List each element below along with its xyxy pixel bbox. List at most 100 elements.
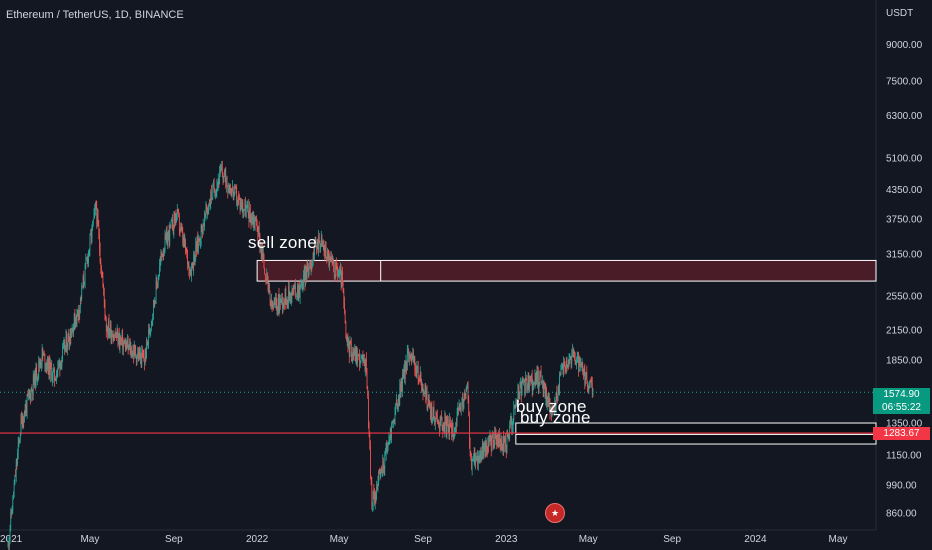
countdown-value: 06:55:22 — [882, 402, 921, 413]
candle-body — [75, 319, 76, 327]
candle-body — [182, 230, 184, 242]
candle-body — [367, 388, 369, 397]
candle-body — [592, 388, 594, 394]
candle-body — [417, 366, 418, 368]
candle-body — [252, 215, 254, 224]
candle-body — [115, 333, 117, 336]
candle-body — [284, 299, 285, 303]
candle-body — [456, 422, 457, 426]
candle-body — [42, 349, 44, 356]
candle-body — [268, 284, 270, 290]
candle-body — [495, 433, 497, 440]
candle-body — [71, 327, 73, 333]
candle-body — [392, 421, 394, 423]
candle-body — [412, 352, 414, 356]
candle-body — [262, 254, 264, 258]
candle-body — [161, 254, 162, 255]
candle-body — [139, 351, 141, 359]
candle-body — [176, 208, 178, 214]
candle-body — [327, 251, 329, 255]
candle-body — [118, 333, 120, 347]
candle-body — [209, 205, 210, 207]
candle-body — [178, 215, 180, 230]
candle-body — [262, 249, 263, 258]
candle-body — [92, 219, 94, 222]
candle-body — [63, 342, 65, 345]
candle-body — [315, 241, 317, 247]
candle-body — [53, 367, 55, 371]
candle-body — [87, 257, 89, 263]
candle-body — [134, 346, 136, 350]
candle-body — [546, 402, 548, 405]
candle-body — [407, 350, 409, 352]
candle-body — [74, 314, 76, 327]
candle-body — [24, 410, 26, 414]
candle-body — [531, 375, 533, 391]
candle-body — [30, 392, 31, 400]
candle-body — [535, 373, 536, 385]
candle-body — [24, 410, 25, 423]
candle-body — [523, 379, 525, 381]
candle-body — [239, 199, 240, 200]
candle-body — [203, 224, 205, 227]
candle-body — [345, 323, 347, 336]
candle-body — [202, 225, 203, 234]
candle-body — [511, 418, 513, 429]
candle-body — [236, 190, 238, 204]
candle-body — [492, 432, 494, 444]
candle-body — [171, 218, 173, 221]
candle-body — [586, 372, 588, 385]
candle-body — [437, 421, 439, 423]
candle-body — [488, 440, 490, 446]
candle-body — [209, 203, 211, 207]
candle-body — [146, 339, 148, 343]
candle-body — [54, 367, 55, 381]
candle-body — [510, 418, 512, 421]
candle-body — [329, 256, 330, 266]
candle-body — [491, 438, 493, 451]
candle-body — [90, 233, 91, 235]
candle-body — [512, 420, 514, 426]
last-price-value: 1574.90 — [883, 389, 920, 400]
candle-body — [179, 229, 181, 231]
candle-body — [381, 470, 382, 473]
candle-body — [15, 475, 16, 477]
candle-body — [396, 399, 397, 404]
candle-body — [52, 370, 54, 378]
candle-body — [313, 253, 315, 256]
x-tick-label: 2022 — [246, 534, 269, 545]
candle-body — [478, 456, 480, 461]
candle-body — [130, 347, 132, 354]
candle-body — [256, 216, 257, 222]
candle-body — [531, 375, 532, 382]
candle-body — [132, 350, 134, 355]
candle-body — [473, 452, 475, 460]
candle-body — [442, 427, 444, 432]
candle-body — [230, 192, 232, 196]
candle-body — [350, 343, 352, 358]
candle-body — [440, 415, 442, 423]
candle-body — [439, 422, 441, 430]
candle-body — [446, 419, 448, 435]
candle-body — [524, 379, 526, 394]
candle-body — [244, 202, 246, 210]
y-tick-label: 6300.00 — [886, 111, 923, 122]
candle-body — [385, 454, 386, 456]
last-price-tag: 1574.90 06:55:22 — [873, 388, 930, 414]
candle-body — [464, 394, 465, 396]
candle-body — [117, 330, 119, 344]
candle-body — [19, 439, 20, 441]
candle-body — [172, 230, 174, 232]
candle-body — [522, 380, 524, 384]
candle-body — [148, 329, 150, 335]
us-flag-icon[interactable]: ★ — [545, 503, 565, 523]
candle-body — [181, 226, 182, 229]
candle-body — [125, 343, 127, 351]
candle-body — [335, 262, 336, 276]
candle-body — [223, 176, 225, 180]
candle-body — [152, 314, 154, 320]
candle-body — [305, 271, 306, 285]
candle-body — [135, 349, 136, 357]
candle-body — [148, 329, 149, 342]
